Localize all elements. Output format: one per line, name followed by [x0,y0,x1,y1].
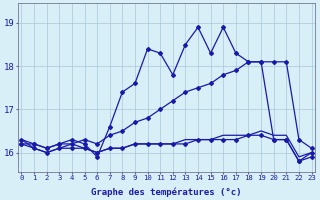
X-axis label: Graphe des températures (°c): Graphe des températures (°c) [91,187,242,197]
